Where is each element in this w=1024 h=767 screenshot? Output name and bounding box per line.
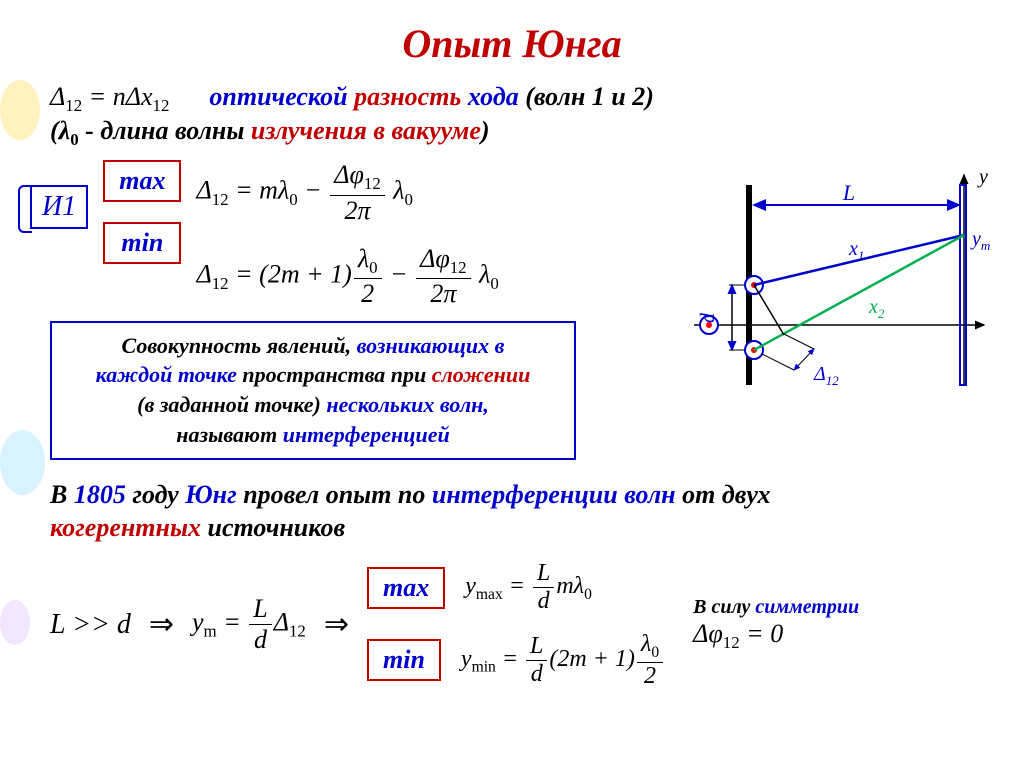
eq-ymin: ymin = Ld(2m + 1)λ02 (461, 631, 665, 690)
lambda0-definition: (λ0 - длина волны излучения в вакууме) (50, 116, 994, 150)
max-box-2: max (367, 567, 445, 609)
label-d: d (697, 312, 719, 323)
eq-ymax: ymax = Ldmλ0 (465, 560, 592, 615)
arrow-2: ⇒ (324, 607, 349, 642)
decor-3 (0, 600, 30, 645)
row-formula-optical: Δ12 = nΔx12 оптической разность хода (во… (50, 82, 994, 116)
label-x2: x2 (868, 296, 885, 321)
min-box-2: min (367, 639, 441, 681)
optical-path-label: оптической разность хода (волн 1 и 2) (209, 82, 654, 112)
label-L: L (842, 180, 855, 205)
label-x1: x1 (848, 238, 864, 263)
decor-2 (0, 430, 45, 495)
decor-1 (0, 80, 40, 140)
arrow-1: ⇒ (149, 607, 174, 642)
min-box-1: min (103, 222, 181, 264)
cond-Lggd: L >> d (50, 609, 131, 641)
max-box-1: max (103, 160, 181, 202)
symmetry-text: В силу симметрии (693, 596, 859, 619)
history-text: В 1805 году Юнг провел опыт по интерфере… (50, 478, 994, 546)
eq-delta12: Δ12 = nΔx12 (50, 82, 169, 116)
label-delta12: Δ12 (813, 363, 839, 388)
label-y: y (977, 166, 988, 188)
eq-min: Δ12 = (2m + 1)λ02 − Δφ122π λ0 (196, 244, 498, 309)
i1-badge: И1 (30, 185, 88, 229)
eq-dphi0: Δφ12 = 0 (693, 619, 859, 653)
eq-ym: ym = LdΔ12 (192, 594, 306, 655)
bottom-formulas: L >> d ⇒ ym = LdΔ12 ⇒ max ymax = Ldmλ0 m… (50, 560, 994, 690)
young-diagram: y L ym x1 x2 d Δ12 (654, 155, 994, 405)
eq-max: Δ12 = mλ0 − Δφ122π λ0 (196, 160, 498, 225)
label-ym: ym (970, 228, 990, 253)
interference-definition: Совокупность явлений, возникающих в кажд… (50, 321, 576, 460)
page-title: Опыт Юнга (30, 20, 994, 67)
